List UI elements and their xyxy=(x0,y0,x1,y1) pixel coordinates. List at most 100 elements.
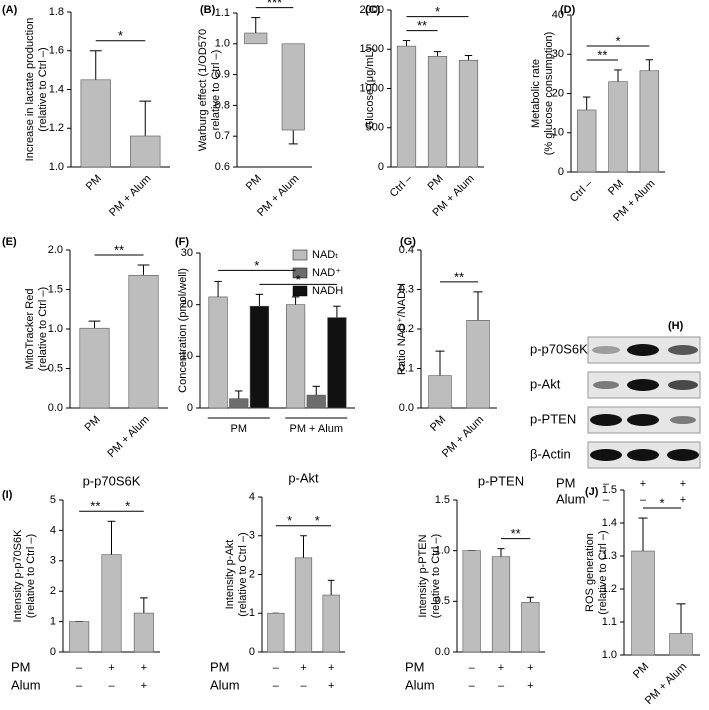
panel-label: (D) xyxy=(560,4,576,16)
y-tick-label: 1.0 xyxy=(49,161,64,173)
x-tick-label: PM xyxy=(606,178,626,198)
y-tick-label: 0.4 xyxy=(399,244,414,256)
panel-label: (G) xyxy=(400,236,416,248)
y-tick-label: 0.2 xyxy=(399,323,414,335)
bar xyxy=(101,554,122,653)
y-axis-label: Intensity p-Akt xyxy=(224,540,236,610)
significance-label: *** xyxy=(267,0,282,10)
bar xyxy=(128,274,159,409)
legend-label: NAD⁺ xyxy=(312,267,341,279)
condition-mark: – xyxy=(498,680,505,692)
y-tick-label: 0.0 xyxy=(48,402,63,414)
condition-mark: – xyxy=(108,680,115,692)
bar xyxy=(79,327,110,409)
bar xyxy=(208,296,228,409)
y-tick-label: 10 xyxy=(552,127,564,139)
bar xyxy=(462,550,481,653)
significance-label: ** xyxy=(417,18,427,33)
y-axis-label: (relative to Ctrl –) xyxy=(430,534,442,618)
bar xyxy=(80,79,111,168)
group-label: PM + Alum xyxy=(290,423,344,435)
condition-mark: + xyxy=(328,662,334,674)
condition-mark: – xyxy=(640,494,647,506)
y-tick-label: 2000 xyxy=(360,4,384,16)
condition-mark: – xyxy=(469,662,476,674)
y-axis-label: Intensity p-PTEN xyxy=(417,534,429,617)
y-axis-label: Intensity p-p70S6K xyxy=(12,529,24,623)
bar xyxy=(669,633,693,656)
condition-mark: + xyxy=(328,680,334,692)
x-tick-label: PM xyxy=(428,414,448,434)
y-tick-label: 20 xyxy=(552,87,564,99)
y-tick-label: 0 xyxy=(558,166,564,178)
blot-row-label: p-p70S6K xyxy=(530,341,588,356)
condition-name: PM xyxy=(405,659,425,674)
y-tick-label: 1.5 xyxy=(602,484,617,496)
bar xyxy=(466,320,490,409)
bar xyxy=(427,56,448,168)
condition-mark: – xyxy=(273,662,280,674)
condition-mark: – xyxy=(603,478,610,490)
significance-label: ** xyxy=(114,242,124,257)
condition-name: Alum xyxy=(556,491,586,506)
bar xyxy=(639,70,660,173)
significance-label: ** xyxy=(597,47,607,62)
bar xyxy=(322,594,340,653)
chart-title: p-Akt xyxy=(288,470,319,485)
western-blot: (H) p-p70S6K p-Akt p-PTEN β-Actin PM – +… xyxy=(530,320,701,506)
condition-mark: + xyxy=(141,662,147,674)
panel-label: (I) xyxy=(2,489,13,501)
y-tick-label: 1.0 xyxy=(602,649,617,661)
y-axis-label: Ratio NAD⁺/NADH xyxy=(396,283,408,375)
bar xyxy=(244,32,268,45)
y-tick-label: 1.1 xyxy=(215,7,230,19)
significance-label: * xyxy=(254,258,259,273)
condition-mark: + xyxy=(680,478,686,490)
y-tick-label: 1.0 xyxy=(48,323,63,335)
x-tick-label: PM xyxy=(426,173,446,193)
y-tick-label: 3 xyxy=(50,555,56,567)
y-axis-label: (relative to Ctrl –) xyxy=(37,287,49,371)
y-tick-label: 0.1 xyxy=(399,362,414,374)
y-tick-label: 0.3 xyxy=(399,283,414,295)
y-tick-label: 2 xyxy=(249,568,255,580)
y-axis-label: (relative to Ctrl –) xyxy=(37,47,49,131)
chart-title: p-PTEN xyxy=(478,473,524,488)
panel-label: (C) xyxy=(365,4,381,16)
blot-row-label: p-PTEN xyxy=(530,411,576,426)
bar xyxy=(491,556,511,653)
y-tick-label: 0.0 xyxy=(435,646,450,658)
y-tick-label: 0 xyxy=(50,646,56,658)
y-axis-label: Warburg effect (1/OD570 xyxy=(197,29,209,151)
y-tick-label: 4 xyxy=(50,524,56,536)
legend-swatch xyxy=(292,267,308,279)
condition-mark: + xyxy=(108,662,114,674)
y-tick-label: 1.3 xyxy=(602,550,617,562)
y-axis-label: relative to Ctrl –) xyxy=(210,50,222,131)
y-tick-label: 1.2 xyxy=(49,122,64,134)
condition-mark: – xyxy=(273,680,280,692)
condition-mark: + xyxy=(527,662,533,674)
condition-name: Alum xyxy=(210,677,240,692)
group-label: PM xyxy=(231,423,248,435)
x-tick-label: PM + Alum xyxy=(440,414,486,460)
y-tick-label: 0.8 xyxy=(215,99,230,111)
bar xyxy=(631,550,655,656)
y-tick-label: 1.8 xyxy=(49,6,64,18)
bar xyxy=(267,612,285,653)
y-tick-label: 30 xyxy=(181,247,193,259)
condition-name: PM xyxy=(210,659,230,674)
x-tick-label: PM xyxy=(244,173,264,193)
y-tick-label: 30 xyxy=(552,48,564,60)
bar xyxy=(306,394,326,409)
significance-label: ** xyxy=(90,499,100,514)
blot-image xyxy=(587,336,701,469)
y-tick-label: 1.4 xyxy=(49,83,64,95)
significance-label: * xyxy=(125,499,130,514)
bar xyxy=(608,81,628,173)
bar xyxy=(130,135,161,168)
y-tick-label: 1500 xyxy=(360,43,384,55)
condition-name: PM xyxy=(556,475,576,490)
y-tick-label: 0 xyxy=(378,161,384,173)
condition-mark: – xyxy=(469,680,476,692)
